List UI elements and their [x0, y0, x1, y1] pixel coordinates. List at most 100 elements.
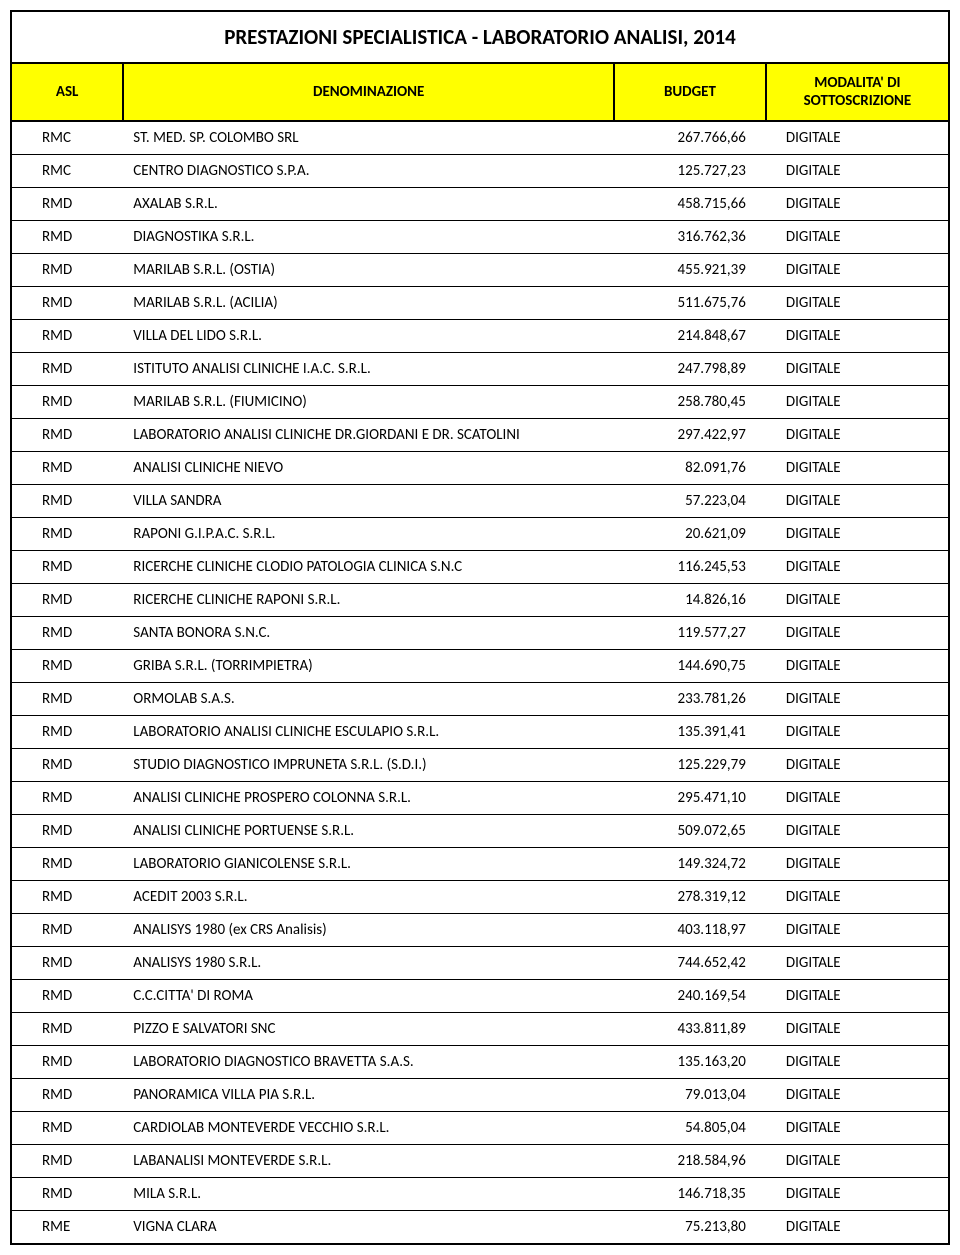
cell-asl: RMD	[12, 881, 123, 914]
table-row: RMDRICERCHE CLINICHE RAPONI S.R.L.14.826…	[12, 584, 948, 617]
cell-denom: ANALISI CLINICHE PROSPERO COLONNA S.R.L.	[123, 782, 614, 815]
cell-modal: DIGITALE	[766, 287, 948, 320]
cell-denom: ANALISYS 1980 (ex CRS Analisis)	[123, 914, 614, 947]
cell-asl: RMD	[12, 848, 123, 881]
col-header-modal: MODALITA' DI SOTTOSCRIZIONE	[766, 64, 948, 121]
cell-modal: DIGITALE	[766, 1112, 948, 1145]
cell-budget: 247.798,89	[614, 353, 766, 386]
table-row: RMDLABORATORIO DIAGNOSTICO BRAVETTA S.A.…	[12, 1046, 948, 1079]
table-row: RMDDIAGNOSTIKA S.R.L.316.762,36DIGITALE	[12, 221, 948, 254]
cell-asl: RMD	[12, 1178, 123, 1211]
col-header-budget: BUDGET	[614, 64, 766, 121]
cell-budget: 267.766,66	[614, 121, 766, 155]
cell-denom: PANORAMICA VILLA PIA S.R.L.	[123, 1079, 614, 1112]
cell-budget: 14.826,16	[614, 584, 766, 617]
cell-modal: DIGITALE	[766, 683, 948, 716]
cell-modal: DIGITALE	[766, 419, 948, 452]
cell-budget: 79.013,04	[614, 1079, 766, 1112]
cell-denom: RICERCHE CLINICHE RAPONI S.R.L.	[123, 584, 614, 617]
cell-modal: DIGITALE	[766, 980, 948, 1013]
table-row: RMDMARILAB S.R.L. (FIUMICINO)258.780,45D…	[12, 386, 948, 419]
cell-budget: 20.621,09	[614, 518, 766, 551]
cell-modal: DIGITALE	[766, 320, 948, 353]
cell-modal: DIGITALE	[766, 155, 948, 188]
cell-asl: RMD	[12, 980, 123, 1013]
table-row: RMDANALISYS 1980 S.R.L.744.652,42DIGITAL…	[12, 947, 948, 980]
cell-asl: RMD	[12, 617, 123, 650]
cell-denom: MILA S.R.L.	[123, 1178, 614, 1211]
cell-budget: 125.229,79	[614, 749, 766, 782]
cell-modal: DIGITALE	[766, 782, 948, 815]
table-body: RMCST. MED. SP. COLOMBO SRL267.766,66DIG…	[12, 121, 948, 1243]
cell-budget: 57.223,04	[614, 485, 766, 518]
cell-denom: ANALISI CLINICHE PORTUENSE S.R.L.	[123, 815, 614, 848]
cell-budget: 233.781,26	[614, 683, 766, 716]
cell-denom: RICERCHE CLINICHE CLODIO PATOLOGIA CLINI…	[123, 551, 614, 584]
cell-asl: RMD	[12, 518, 123, 551]
cell-denom: ST. MED. SP. COLOMBO SRL	[123, 121, 614, 155]
table-row: RMDMARILAB S.R.L. (OSTIA)455.921,39DIGIT…	[12, 254, 948, 287]
cell-asl: RMD	[12, 947, 123, 980]
cell-denom: MARILAB S.R.L. (ACILIA)	[123, 287, 614, 320]
table-row: RMDSANTA BONORA S.N.C.119.577,27DIGITALE	[12, 617, 948, 650]
cell-asl: RMD	[12, 353, 123, 386]
table-row: RMDRAPONI G.I.P.A.C. S.R.L.20.621,09DIGI…	[12, 518, 948, 551]
cell-budget: 509.072,65	[614, 815, 766, 848]
cell-denom: VILLA DEL LIDO S.R.L.	[123, 320, 614, 353]
cell-modal: DIGITALE	[766, 121, 948, 155]
cell-budget: 316.762,36	[614, 221, 766, 254]
cell-denom: ACEDIT 2003 S.R.L.	[123, 881, 614, 914]
cell-denom: AXALAB S.R.L.	[123, 188, 614, 221]
cell-asl: RMD	[12, 584, 123, 617]
cell-asl: RMC	[12, 121, 123, 155]
cell-denom: GRIBA S.R.L. (TORRIMPIETRA)	[123, 650, 614, 683]
table-row: RMDPANORAMICA VILLA PIA S.R.L.79.013,04D…	[12, 1079, 948, 1112]
cell-modal: DIGITALE	[766, 650, 948, 683]
cell-denom: LABORATORIO DIAGNOSTICO BRAVETTA S.A.S.	[123, 1046, 614, 1079]
cell-modal: DIGITALE	[766, 914, 948, 947]
cell-modal: DIGITALE	[766, 221, 948, 254]
cell-budget: 218.584,96	[614, 1145, 766, 1178]
table-row: RMDGRIBA S.R.L. (TORRIMPIETRA)144.690,75…	[12, 650, 948, 683]
cell-asl: RMD	[12, 485, 123, 518]
cell-modal: DIGITALE	[766, 551, 948, 584]
cell-modal: DIGITALE	[766, 617, 948, 650]
cell-denom: ANALISYS 1980 S.R.L.	[123, 947, 614, 980]
cell-denom: LABANALISI MONTEVERDE S.R.L.	[123, 1145, 614, 1178]
cell-denom: LABORATORIO ANALISI CLINICHE ESCULAPIO S…	[123, 716, 614, 749]
cell-budget: 116.245,53	[614, 551, 766, 584]
cell-denom: ANALISI CLINICHE NIEVO	[123, 452, 614, 485]
cell-asl: RMC	[12, 155, 123, 188]
cell-denom: ORMOLAB S.A.S.	[123, 683, 614, 716]
cell-budget: 119.577,27	[614, 617, 766, 650]
cell-denom: MARILAB S.R.L. (FIUMICINO)	[123, 386, 614, 419]
cell-denom: LABORATORIO GIANICOLENSE S.R.L.	[123, 848, 614, 881]
cell-modal: DIGITALE	[766, 188, 948, 221]
cell-budget: 135.391,41	[614, 716, 766, 749]
cell-modal: DIGITALE	[766, 881, 948, 914]
cell-modal: DIGITALE	[766, 1046, 948, 1079]
cell-modal: DIGITALE	[766, 749, 948, 782]
table-row: RMDLABORATORIO ANALISI CLINICHE ESCULAPI…	[12, 716, 948, 749]
cell-denom: CARDIOLAB MONTEVERDE VECCHIO S.R.L.	[123, 1112, 614, 1145]
cell-asl: RMD	[12, 815, 123, 848]
cell-denom: DIAGNOSTIKA S.R.L.	[123, 221, 614, 254]
table-row: RMDANALISI CLINICHE NIEVO82.091,76DIGITA…	[12, 452, 948, 485]
cell-asl: RME	[12, 1211, 123, 1244]
cell-asl: RMD	[12, 419, 123, 452]
table-row: RMDRICERCHE CLINICHE CLODIO PATOLOGIA CL…	[12, 551, 948, 584]
cell-modal: DIGITALE	[766, 815, 948, 848]
cell-modal: DIGITALE	[766, 452, 948, 485]
cell-modal: DIGITALE	[766, 1013, 948, 1046]
cell-modal: DIGITALE	[766, 716, 948, 749]
table-row: RMDANALISI CLINICHE PROSPERO COLONNA S.R…	[12, 782, 948, 815]
cell-asl: RMD	[12, 188, 123, 221]
page-title: PRESTAZIONI SPECIALISTICA - LABORATORIO …	[12, 12, 948, 64]
cell-budget: 744.652,42	[614, 947, 766, 980]
cell-denom: LABORATORIO ANALISI CLINICHE DR.GIORDANI…	[123, 419, 614, 452]
cell-asl: RMD	[12, 914, 123, 947]
cell-budget: 75.213,80	[614, 1211, 766, 1244]
cell-budget: 149.324,72	[614, 848, 766, 881]
cell-asl: RMD	[12, 254, 123, 287]
cell-denom: CENTRO DIAGNOSTICO S.P.A.	[123, 155, 614, 188]
